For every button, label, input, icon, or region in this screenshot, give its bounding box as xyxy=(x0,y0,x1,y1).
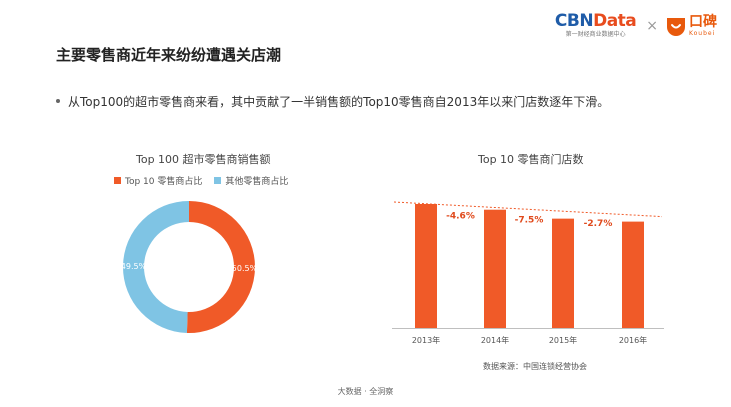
bar-2 xyxy=(552,218,574,328)
cbndata-logo: CBNData 第一财经商业数据中心 xyxy=(554,11,637,39)
brand-header: CBNData 第一财经商业数据中心 × 口碑 Koubei xyxy=(555,10,717,42)
bar-0 xyxy=(415,204,437,328)
bar-chart-title: Top 10 零售商门店数 xyxy=(478,153,584,166)
bar-tick-label-1: 2014年 xyxy=(481,335,509,345)
legend-item-top10: Top 10 零售商占比 xyxy=(114,174,202,187)
bar-tick-label-3: 2016年 xyxy=(619,335,647,345)
data-source: 数据来源：中国连锁经营协会 xyxy=(483,362,587,371)
bullet-icon xyxy=(56,98,60,103)
bar-change-label-2: -2.7% xyxy=(584,219,613,229)
pie-slice-1 xyxy=(122,201,189,333)
koubei-name-en: Koubei xyxy=(689,30,716,37)
page-footer: 大数据 · 全洞察 xyxy=(337,387,394,396)
bar-chart: 2013年 2014年 2015年 2016年 -4.6% -7.5% -2.7% xyxy=(392,201,664,345)
bar-3 xyxy=(622,221,644,328)
legend-item-others: 其他零售商占比 xyxy=(214,174,288,187)
koubei-text: 口碑 Koubei xyxy=(689,14,717,38)
bar-tick-label-0: 2013年 xyxy=(412,335,440,345)
pie-chart-title: Top 100 超市零售商销售额 xyxy=(136,153,271,166)
brand-separator: × xyxy=(646,18,658,34)
legend-swatch-top10 xyxy=(114,177,121,184)
bar-change-label-0: -4.6% xyxy=(446,212,475,222)
koubei-logo: 口碑 Koubei xyxy=(666,15,717,37)
bullet-point: 从Top100的超市零售商来看，其中贡献了一半销售额的Top10零售商自2013… xyxy=(56,93,609,110)
pie-slice-0 xyxy=(186,201,255,333)
cbndata-wordmark: CBNData xyxy=(554,11,637,31)
pie-slice-label-0: 50.5% xyxy=(232,264,258,273)
bar-tick-label-2: 2015年 xyxy=(549,335,577,345)
donut-chart: 50.5% 49.5% xyxy=(121,201,258,333)
legend-swatch-others xyxy=(214,177,222,184)
trend-line xyxy=(393,201,663,218)
cbn-suffix: Data xyxy=(593,11,637,31)
page-title: 主要零售商近年来纷纷遭遇关店潮 xyxy=(56,46,282,64)
koubei-icon xyxy=(667,18,685,36)
pie-slice-label-1: 49.5% xyxy=(121,262,147,271)
bullet-text: 从Top100的超市零售商来看，其中贡献了一半销售额的Top10零售商自2013… xyxy=(68,95,610,109)
cbndata-tagline: 第一财经商业数据中心 xyxy=(565,31,626,38)
koubei-name: 口碑 xyxy=(689,14,717,30)
pie-legend: Top 10 零售商占比 其他零售商占比 xyxy=(114,174,300,187)
legend-label-others: 其他零售商占比 xyxy=(225,177,289,187)
bar-1 xyxy=(484,209,506,328)
legend-label-top10: Top 10 零售商占比 xyxy=(125,177,203,187)
cbn-prefix: CBN xyxy=(554,11,594,31)
bar-change-label-1: -7.5% xyxy=(515,215,544,225)
